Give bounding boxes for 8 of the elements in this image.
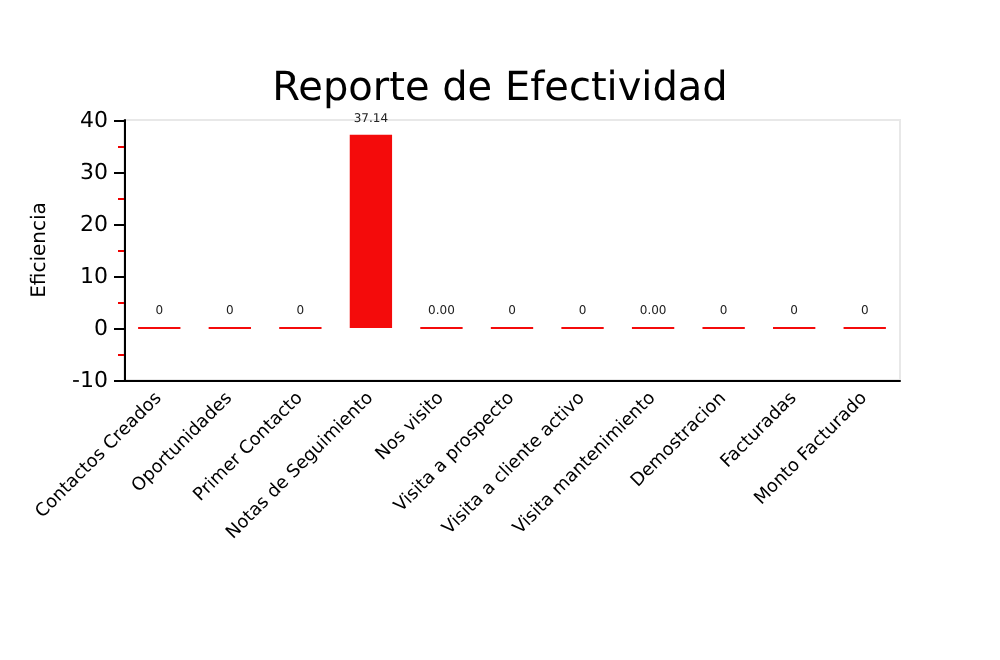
y-axis-title: Eficiencia: [29, 202, 52, 298]
y-tick-label: 40: [80, 107, 108, 133]
y-tick-label: 20: [80, 211, 108, 237]
y-tick-label: -10: [72, 367, 108, 393]
y-tick-label: 0: [94, 315, 108, 341]
y-tick-label: 30: [80, 159, 108, 185]
y-tick-label: 10: [80, 263, 108, 289]
chart-title: Reporte de Efectividad: [272, 62, 728, 110]
